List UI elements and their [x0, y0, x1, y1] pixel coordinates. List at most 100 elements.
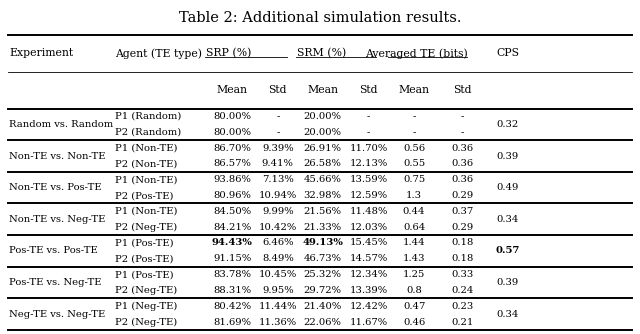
Text: 1.3: 1.3	[406, 191, 422, 200]
Text: Std: Std	[269, 85, 287, 95]
Text: 0.34: 0.34	[497, 310, 518, 319]
Text: 11.36%: 11.36%	[259, 318, 297, 327]
Text: -: -	[367, 112, 371, 121]
Text: 7.13%: 7.13%	[262, 175, 294, 184]
Text: -: -	[412, 112, 416, 121]
Text: Non-TE vs. Neg-TE: Non-TE vs. Neg-TE	[9, 215, 106, 224]
Text: 20.00%: 20.00%	[303, 112, 342, 121]
Text: P1 (Non-TE): P1 (Non-TE)	[115, 207, 178, 216]
Text: 0.36: 0.36	[451, 175, 473, 184]
Text: 9.41%: 9.41%	[262, 159, 294, 168]
Text: 11.48%: 11.48%	[349, 207, 388, 216]
Text: Pos-TE vs. Neg-TE: Pos-TE vs. Neg-TE	[9, 278, 102, 287]
Text: Std: Std	[453, 85, 471, 95]
Text: P2 (Pos-TE): P2 (Pos-TE)	[115, 191, 173, 200]
Text: 0.56: 0.56	[403, 144, 425, 153]
Text: 9.99%: 9.99%	[262, 207, 294, 216]
Text: 0.18: 0.18	[451, 238, 473, 247]
Text: P2 (Neg-TE): P2 (Neg-TE)	[115, 286, 177, 295]
Text: 12.13%: 12.13%	[349, 159, 388, 168]
Text: 1.43: 1.43	[403, 254, 426, 263]
Text: P1 (Neg-TE): P1 (Neg-TE)	[115, 302, 177, 311]
Text: 20.00%: 20.00%	[303, 128, 342, 137]
Text: -: -	[460, 112, 464, 121]
Text: 15.45%: 15.45%	[349, 238, 388, 247]
Text: 0.29: 0.29	[451, 191, 473, 200]
Text: P2 (Neg-TE): P2 (Neg-TE)	[115, 223, 177, 232]
Text: CPS: CPS	[496, 48, 519, 58]
Text: Experiment: Experiment	[9, 48, 73, 58]
Text: 0.29: 0.29	[451, 223, 473, 232]
Text: P2 (Random): P2 (Random)	[115, 128, 182, 137]
Text: 45.66%: 45.66%	[303, 175, 342, 184]
Text: 0.57: 0.57	[495, 246, 520, 256]
Text: P1 (Non-TE): P1 (Non-TE)	[115, 175, 178, 184]
Text: 0.23: 0.23	[451, 302, 473, 311]
Text: 86.70%: 86.70%	[213, 144, 251, 153]
Text: 13.39%: 13.39%	[349, 286, 388, 295]
Text: 12.59%: 12.59%	[349, 191, 388, 200]
Text: 6.46%: 6.46%	[262, 238, 294, 247]
Text: Mean: Mean	[216, 85, 248, 95]
Text: 0.21: 0.21	[451, 318, 473, 327]
Text: 8.49%: 8.49%	[262, 254, 294, 263]
Text: 80.00%: 80.00%	[213, 128, 251, 137]
Text: 0.55: 0.55	[403, 159, 425, 168]
Text: 0.32: 0.32	[497, 120, 518, 129]
Text: P1 (Pos-TE): P1 (Pos-TE)	[115, 238, 174, 247]
Text: P2 (Neg-TE): P2 (Neg-TE)	[115, 318, 177, 327]
Text: Agent (TE type): Agent (TE type)	[115, 48, 202, 59]
Text: 0.36: 0.36	[451, 159, 473, 168]
Text: P1 (Non-TE): P1 (Non-TE)	[115, 144, 178, 153]
Text: 86.57%: 86.57%	[213, 159, 251, 168]
Text: 93.86%: 93.86%	[213, 175, 251, 184]
Text: 0.39: 0.39	[497, 278, 518, 287]
Text: 11.67%: 11.67%	[349, 318, 388, 327]
Text: 1.25: 1.25	[403, 270, 425, 279]
Text: -: -	[367, 128, 371, 137]
Text: -: -	[460, 128, 464, 137]
Text: Non-TE vs. Pos-TE: Non-TE vs. Pos-TE	[9, 183, 102, 192]
Text: 0.64: 0.64	[403, 223, 425, 232]
Text: 80.42%: 80.42%	[213, 302, 251, 311]
Text: 13.59%: 13.59%	[349, 175, 388, 184]
Text: 1.44: 1.44	[403, 238, 426, 247]
Text: Mean: Mean	[307, 85, 338, 95]
Text: SRM (%): SRM (%)	[298, 48, 346, 58]
Text: 29.72%: 29.72%	[303, 286, 342, 295]
Text: 94.43%: 94.43%	[212, 238, 252, 247]
Text: 0.75: 0.75	[403, 175, 425, 184]
Text: 22.06%: 22.06%	[303, 318, 342, 327]
Text: Pos-TE vs. Pos-TE: Pos-TE vs. Pos-TE	[9, 246, 98, 256]
Text: 80.00%: 80.00%	[213, 112, 251, 121]
Text: -: -	[276, 112, 280, 121]
Text: P1 (Random): P1 (Random)	[115, 112, 182, 121]
Text: Averaged TE (bits): Averaged TE (bits)	[365, 48, 467, 59]
Text: 0.39: 0.39	[497, 152, 518, 161]
Text: 0.37: 0.37	[451, 207, 473, 216]
Text: Neg-TE vs. Neg-TE: Neg-TE vs. Neg-TE	[9, 310, 105, 319]
Text: P2 (Pos-TE): P2 (Pos-TE)	[115, 254, 173, 263]
Text: 12.42%: 12.42%	[349, 302, 388, 311]
Text: 21.40%: 21.40%	[303, 302, 342, 311]
Text: Table 2: Additional simulation results.: Table 2: Additional simulation results.	[179, 11, 461, 25]
Text: 32.98%: 32.98%	[303, 191, 342, 200]
Text: 0.47: 0.47	[403, 302, 425, 311]
Text: 0.33: 0.33	[451, 270, 473, 279]
Text: 83.78%: 83.78%	[213, 270, 251, 279]
Text: -: -	[276, 128, 280, 137]
Text: 0.24: 0.24	[451, 286, 473, 295]
Text: 26.58%: 26.58%	[303, 159, 342, 168]
Text: 26.91%: 26.91%	[303, 144, 342, 153]
Text: 0.46: 0.46	[403, 318, 425, 327]
Text: 25.32%: 25.32%	[303, 270, 342, 279]
Text: P1 (Pos-TE): P1 (Pos-TE)	[115, 270, 174, 279]
Text: 9.95%: 9.95%	[262, 286, 294, 295]
Text: 0.44: 0.44	[403, 207, 426, 216]
Text: Random vs. Random: Random vs. Random	[9, 120, 113, 129]
Text: 21.33%: 21.33%	[303, 223, 342, 232]
Text: 21.56%: 21.56%	[303, 207, 342, 216]
Text: -: -	[412, 128, 416, 137]
Text: 0.34: 0.34	[497, 215, 518, 224]
Text: Non-TE vs. Non-TE: Non-TE vs. Non-TE	[9, 152, 106, 161]
